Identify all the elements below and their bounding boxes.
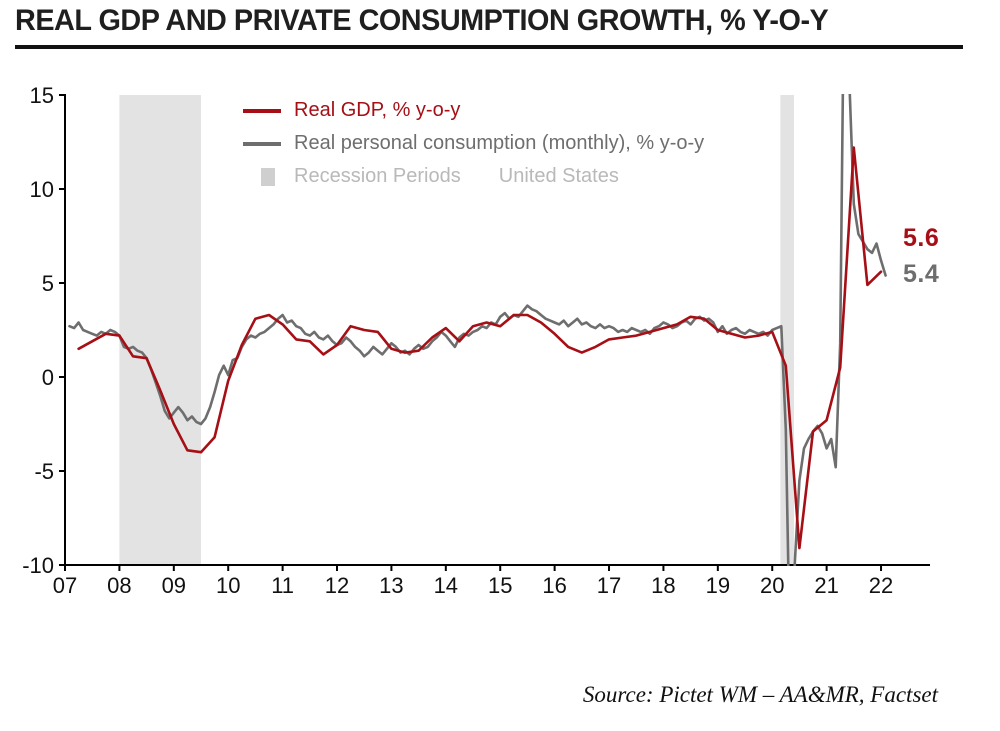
x-tick-label: 18 [651,573,675,598]
y-tick-label: -10 [22,553,54,578]
x-tick-label: 22 [869,573,893,598]
gdp-line-swatch [243,108,281,113]
consumption-line-swatch [243,141,281,146]
page-title: REAL GDP AND PRIVATE CONSUMPTION GROWTH,… [15,4,829,37]
x-tick-label: 13 [379,573,403,598]
x-tick-label: 11 [271,573,294,598]
series-line-consumption [68,94,887,566]
x-tick-label: 17 [597,573,621,598]
x-tick-label: 09 [162,573,186,598]
recession-band-swatch [261,167,275,186]
y-tick-label: 15 [30,83,54,108]
x-tick-label: 21 [814,573,838,598]
recession-legend-label: Recession Periods [294,165,461,187]
x-tick-label: 15 [488,573,512,598]
recession-band [119,95,201,565]
x-tick-label: 08 [107,573,131,598]
legend-item-recession: Recession Periods United States [243,160,704,193]
y-tick-label: -5 [34,459,54,484]
x-tick-label: 20 [760,573,784,598]
x-tick-label: 19 [706,573,730,598]
x-tick-label: 16 [542,573,566,598]
gdp-end-value-label: 5.6 [903,224,940,252]
consumption-legend-label: Real personal consumption (monthly), % y… [294,132,705,154]
x-tick-label: 14 [434,573,458,598]
y-tick-label: 0 [42,365,54,390]
region-legend-label: United States [498,165,619,187]
source-text: Source: Pictet WM – AA&MR, Factset [582,682,938,707]
series-line-gdp [77,146,883,550]
y-tick-label: 10 [30,177,54,202]
gdp-legend-label: Real GDP, % y-o-y [294,99,461,121]
x-tick-label: 10 [216,573,240,598]
legend-item-consumption: Real personal consumption (monthly), % y… [243,127,704,160]
x-tick-label: 07 [53,573,77,598]
x-tick-label: 12 [325,573,349,598]
y-tick-label: 5 [42,271,54,296]
legend-item-gdp: Real GDP, % y-o-y [243,94,704,127]
title-underline [15,45,963,49]
consumption-end-value-label: 5.4 [903,260,940,288]
chart-legend: Real GDP, % y-o-y Real personal consumpt… [243,94,704,193]
